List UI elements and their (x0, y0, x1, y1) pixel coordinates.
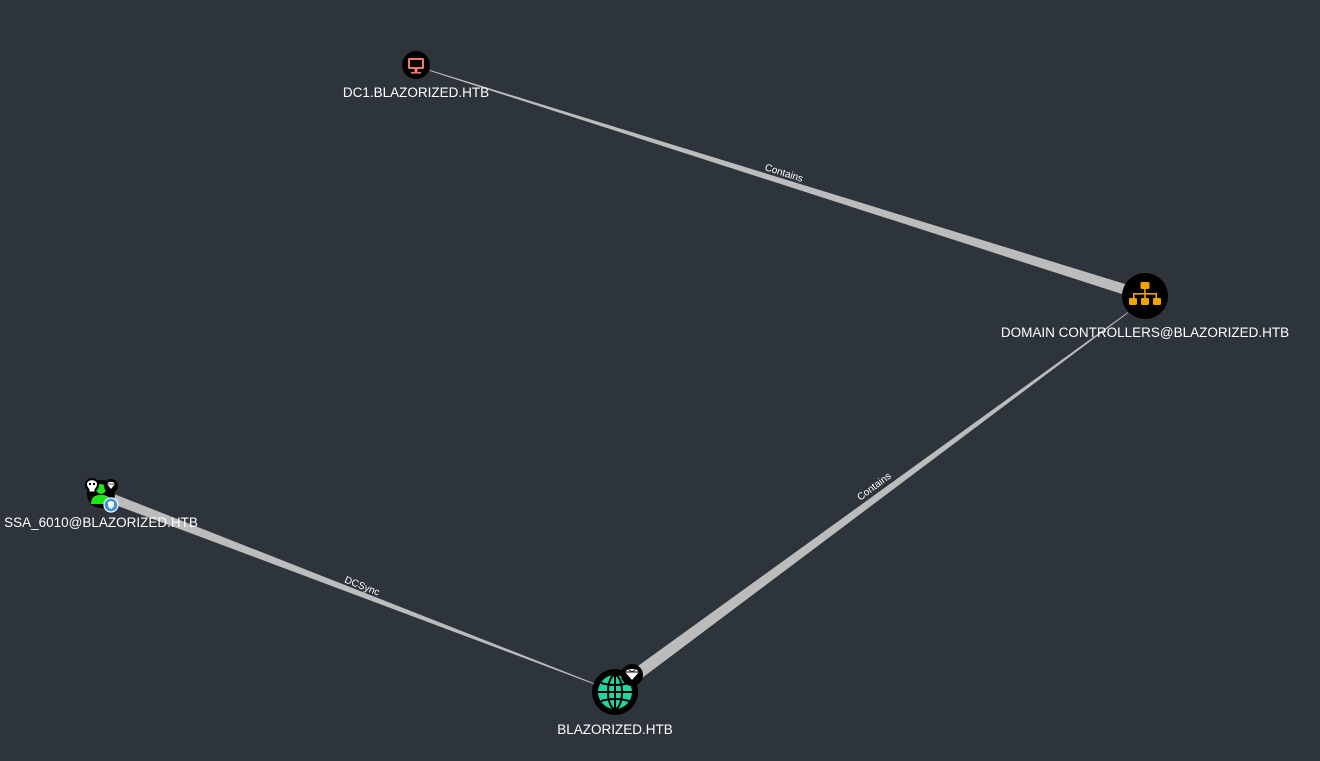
sitemap-icon (1129, 282, 1161, 305)
node-blazorized[interactable]: BLAZORIZED.HTB (557, 664, 673, 737)
node-ssa-6010[interactable]: SSA_6010@BLAZORIZED.HTB (4, 478, 198, 530)
edge-contains-domain-controllers-dc1[interactable]: Contains (430, 70, 1125, 295)
gem-icon (621, 664, 643, 686)
monitor-icon (408, 58, 424, 74)
node-label: DC1.BLAZORIZED.HTB (343, 85, 489, 100)
globe-icon (598, 674, 632, 710)
shield-icon (103, 497, 119, 513)
edge-contains-blazorized-domain-controllers[interactable]: Contains (631, 312, 1128, 681)
gem-icon (104, 479, 118, 493)
node-label: BLAZORIZED.HTB (557, 722, 673, 737)
skull-icon (85, 478, 99, 492)
node-dc1[interactable]: DC1.BLAZORIZED.HTB (343, 51, 489, 100)
node-label: DOMAIN CONTROLLERS@BLAZORIZED.HTB (1001, 325, 1289, 340)
node-domain-controllers[interactable]: DOMAIN CONTROLLERS@BLAZORIZED.HTB (1001, 273, 1289, 340)
node-label: SSA_6010@BLAZORIZED.HTB (4, 515, 198, 530)
